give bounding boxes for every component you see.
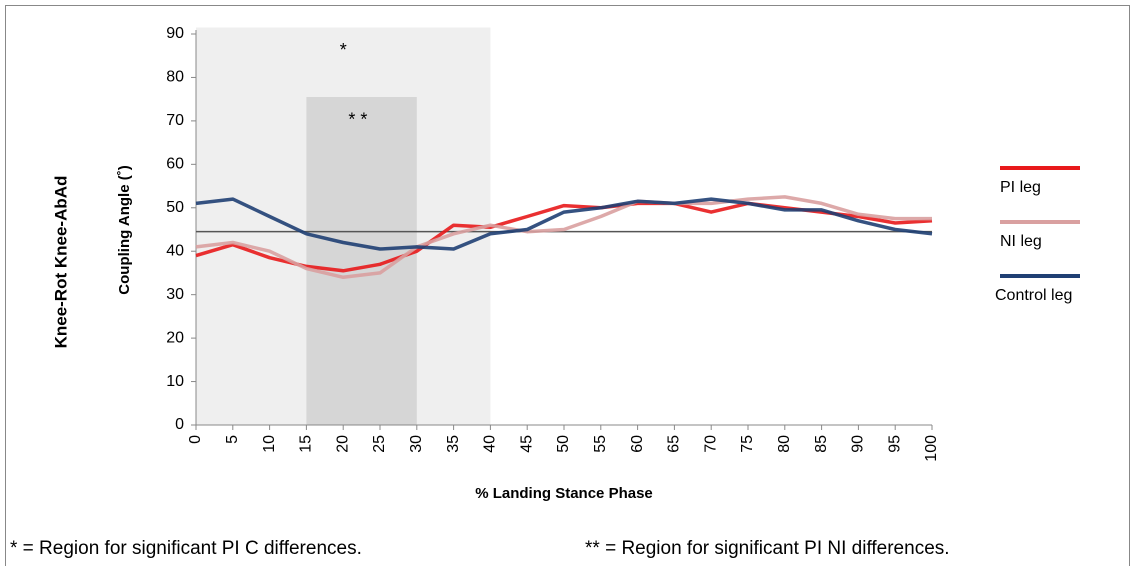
footnote: ** = Region for significant PI NI differ… bbox=[585, 538, 950, 559]
x-tick-label: 10 bbox=[261, 435, 278, 453]
y-axis-label: Coupling Angle (˚) bbox=[116, 165, 133, 294]
x-tick-label: 75 bbox=[739, 435, 756, 453]
x-tick-label: 0 bbox=[187, 435, 204, 444]
x-tick-label: 35 bbox=[445, 435, 462, 453]
x-tick-label: 50 bbox=[555, 435, 572, 453]
frame bbox=[5, 5, 1130, 566]
y-tick-label: 40 bbox=[166, 242, 184, 259]
series-line bbox=[195, 195, 932, 280]
x-tick-label: 5 bbox=[224, 435, 241, 444]
x-tick-label: 45 bbox=[518, 435, 535, 453]
y-tick-label: 20 bbox=[166, 329, 184, 346]
y-tick-label: 90 bbox=[166, 25, 184, 42]
x-tick-label: 40 bbox=[482, 435, 499, 453]
x-tick-label: 25 bbox=[371, 435, 388, 453]
annotation: * bbox=[340, 40, 347, 60]
footnote: * = Region for significant PI C differen… bbox=[10, 538, 362, 559]
legend-label: Control leg bbox=[995, 287, 1072, 304]
y-tick-label: 10 bbox=[166, 373, 184, 390]
y-tick-label: 80 bbox=[166, 69, 184, 86]
shaded-region bbox=[306, 96, 417, 425]
outer-label: Knee-Rot Knee-AbAd bbox=[51, 176, 70, 349]
x-tick-label: 30 bbox=[408, 435, 425, 453]
y-tick-label: 50 bbox=[166, 199, 184, 216]
y-tick-label: 30 bbox=[166, 286, 184, 303]
x-tick-label: 55 bbox=[592, 435, 609, 453]
x-tick-label: 100 bbox=[923, 435, 940, 462]
x-tick-label: 70 bbox=[702, 435, 719, 453]
x-axis-label: % Landing Stance Phase bbox=[475, 485, 653, 502]
legend-label: PI leg bbox=[1000, 179, 1041, 196]
series-line bbox=[195, 197, 933, 251]
x-tick-label: 60 bbox=[629, 435, 646, 453]
x-tick-label: 85 bbox=[813, 435, 830, 453]
x-tick-label: 90 bbox=[850, 435, 867, 453]
annotation: * * bbox=[348, 110, 367, 130]
y-tick-label: 60 bbox=[166, 156, 184, 173]
x-tick-label: 95 bbox=[886, 435, 903, 453]
x-tick-label: 80 bbox=[776, 435, 793, 453]
x-tick-label: 20 bbox=[334, 435, 351, 453]
x-tick-label: 65 bbox=[666, 435, 683, 453]
legend-label: NI leg bbox=[1000, 233, 1042, 250]
y-tick-label: 70 bbox=[166, 112, 184, 129]
x-tick-label: 15 bbox=[298, 435, 315, 453]
y-tick-label: 0 bbox=[175, 416, 184, 433]
